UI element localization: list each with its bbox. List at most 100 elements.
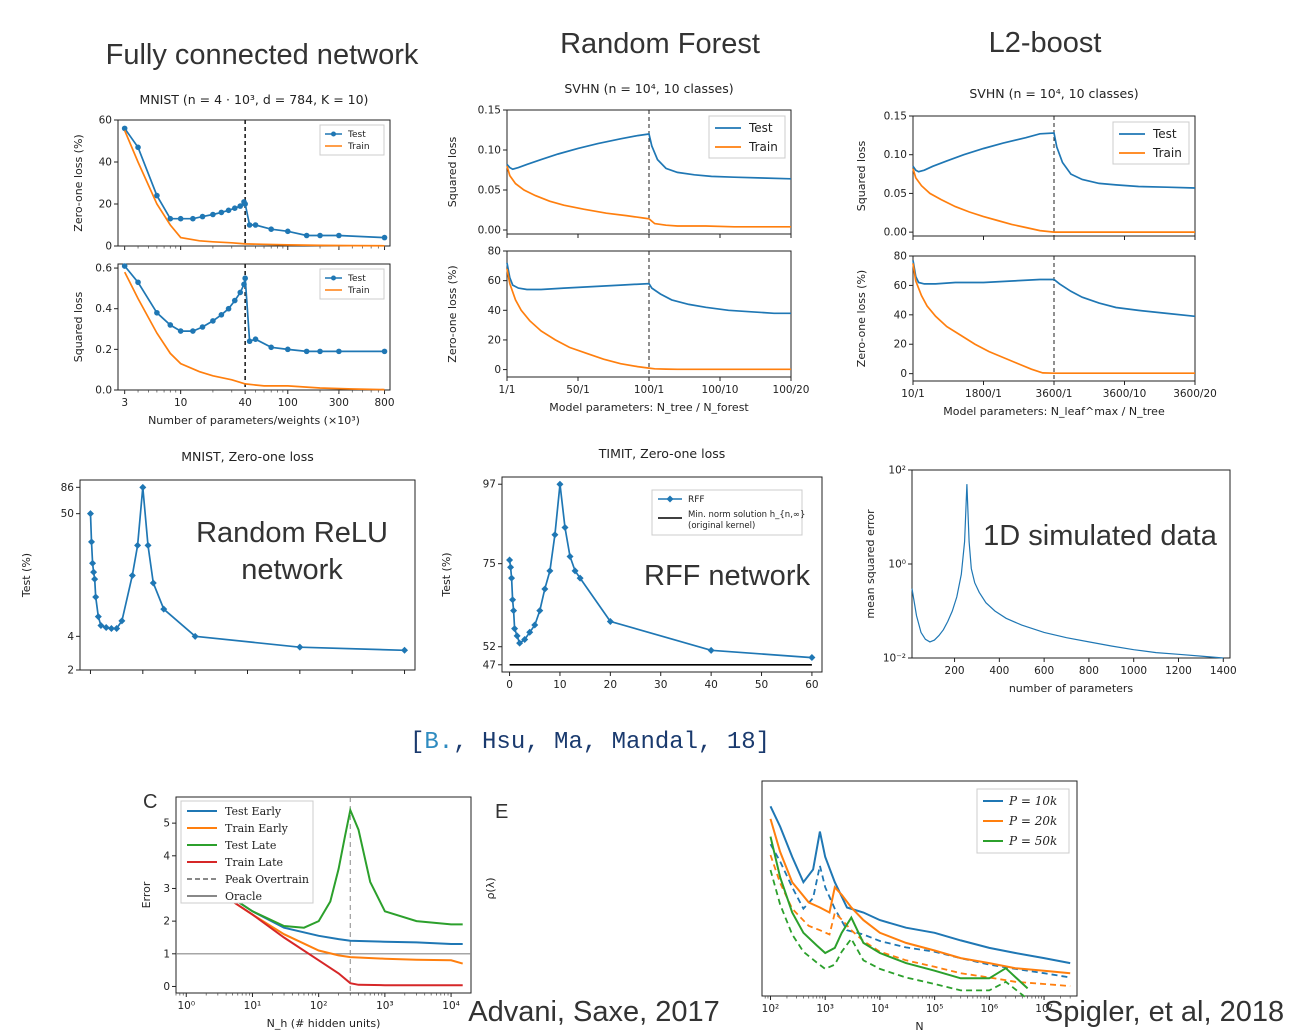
data-point (556, 480, 564, 488)
chart-advani: 0 1 2 3 4 5 10⁰ 10¹ 10² 10³ 10⁴ Error N_h (# hidden … (140, 796, 472, 1030)
data-point (102, 623, 110, 631)
legend-label: Test (748, 121, 773, 135)
data-point (242, 275, 248, 282)
data-point (149, 579, 157, 587)
data-point (135, 144, 141, 151)
y-tick-label: 0 (900, 368, 907, 380)
x-tick-label: 10⁴ (871, 1003, 889, 1015)
x-axis-label: Model parameters: N_tree / N_forest (549, 401, 749, 414)
series-train (912, 168, 1195, 233)
legend-label: Train Late (225, 856, 283, 869)
x-tick-label: 0 (506, 679, 513, 691)
y-tick-label: 47 (483, 659, 496, 671)
y-axis-label: Error (140, 881, 153, 908)
data-point (707, 646, 715, 654)
chart-svhn_l2_zero_one: 0 20 40 60 80 10/1 1800/1 3600/1 3600/10 3600/20 Z… (855, 251, 1217, 419)
series-line (769, 836, 1029, 990)
series-line-dashed (769, 843, 1071, 979)
x-tick-label: 10³ (376, 1000, 394, 1012)
chart-svhn_rf_squared: 0.00 0.05 0.10 0.15 SVHN (n = 10⁴, 10 classe… (446, 81, 792, 238)
chart-title: MNIST (n = 4 · 10³, d = 784, K = 10) (140, 92, 369, 107)
data-point (154, 309, 160, 316)
data-point (513, 632, 521, 640)
data-point (506, 556, 514, 564)
y-axis-label: ρ(λ) (484, 877, 497, 899)
chart-mnist_fcn_zero_one: 0 20 40 60 MNIST (n = 4 · 10³, d = 784, K = … (72, 92, 391, 253)
x-tick-label: 60 (805, 679, 818, 691)
y-tick-label: 20 (894, 339, 907, 351)
legend-label: Train (748, 140, 778, 154)
overlay-spigler: Spigler, et al, 2018 (1044, 996, 1284, 1028)
y-tick-label: 1 (163, 948, 170, 960)
citation: [B., Hsu, Ma, Mandal, 18] (410, 729, 770, 756)
overlay-advani: Advani, Saxe, 2017 (468, 996, 720, 1028)
legend: RFF Min. norm solution h_{n,∞}(original k… (651, 489, 805, 536)
series-line (912, 168, 1195, 233)
legend-label: Test (347, 130, 366, 140)
legend-marker (331, 275, 336, 281)
y-axis-label: Squared loss (446, 137, 459, 208)
data-point (177, 328, 184, 334)
x-tick-label: 100/1 (634, 384, 664, 396)
data-point (571, 567, 579, 575)
x-axis-label: number of parameters (1009, 682, 1134, 695)
x-tick-label: 1200 (1165, 665, 1192, 677)
data-point (199, 324, 206, 330)
series-line (506, 165, 791, 228)
series-line (124, 127, 385, 239)
data-point (336, 348, 342, 355)
data-point (225, 305, 232, 312)
y-tick-label: 0.00 (884, 227, 907, 239)
data-point (167, 322, 174, 328)
series-test (912, 132, 1196, 189)
legend-box (319, 124, 385, 156)
data-point (536, 607, 544, 615)
data-point (268, 344, 274, 351)
data-point (268, 226, 274, 232)
y-tick-label: 20 (488, 334, 501, 346)
data-point (242, 201, 248, 207)
y-tick-label: 97 (483, 479, 496, 491)
y-tick-label: 0 (494, 364, 501, 376)
data-point (246, 222, 253, 228)
y-tick-label: 10² (888, 465, 906, 477)
data-point (507, 563, 515, 571)
y-tick-label: 60 (894, 280, 907, 292)
data-point (218, 312, 225, 318)
series-train (123, 130, 385, 247)
data-point (92, 593, 100, 601)
data-point (252, 222, 259, 228)
y-axis-label: Zero-one loss (%) (446, 265, 459, 362)
data-point (516, 639, 524, 647)
series-line (769, 818, 1071, 975)
y-tick-label: 0 (105, 241, 112, 253)
data-point (521, 636, 529, 643)
series-p-20k (769, 818, 1071, 987)
data-point (336, 232, 342, 239)
overlay-sim: 1D simulated data (983, 520, 1218, 552)
series-test (506, 133, 792, 180)
y-axis-label: Zero-one loss (%) (855, 270, 868, 367)
legend-marker (666, 495, 674, 503)
y-axis-label: mean squared error (864, 509, 877, 619)
series-train (506, 268, 791, 371)
legend-label: Test (347, 274, 366, 284)
data-point (94, 613, 102, 621)
legend: Test Train (319, 268, 385, 300)
y-tick-label: 0.2 (95, 344, 112, 356)
legend-label: P = 20k (1008, 814, 1057, 828)
y-tick-label: 60 (488, 275, 501, 287)
series-line (769, 805, 1071, 965)
x-axis-label: N_h (# hidden units) (267, 1017, 381, 1030)
x-tick-label: 50/1 (566, 384, 590, 396)
series-mse (911, 484, 1224, 659)
legend-label: Train Early (225, 822, 289, 835)
series-random-relu-network (86, 483, 409, 654)
legend-box (180, 800, 314, 904)
series-line (506, 262, 791, 315)
data-point (231, 297, 238, 304)
series-line (912, 263, 1195, 375)
chart-title: MNIST, Zero-one loss (181, 449, 313, 464)
x-tick-label: 40 (704, 679, 717, 691)
